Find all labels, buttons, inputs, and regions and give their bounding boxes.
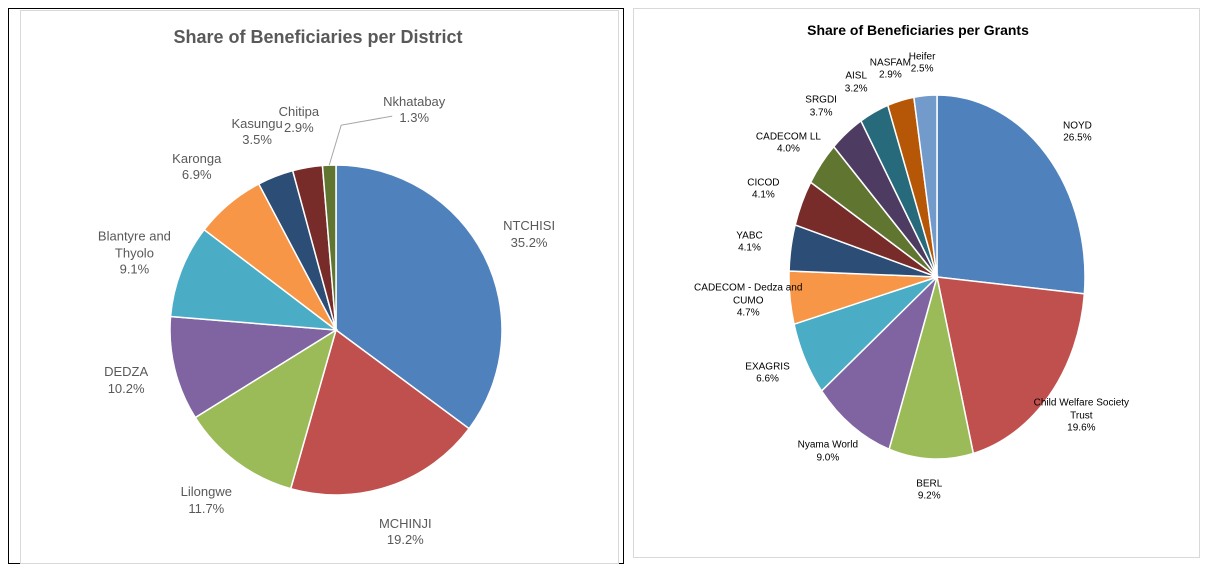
data-label: MCHINJI 19.2% <box>379 515 432 548</box>
category-label: NTCHISI <box>503 218 556 234</box>
data-label: Lilongwe 11.7% <box>181 484 232 517</box>
category-label: Heifer <box>908 51 936 63</box>
category-label: Child Welfare Society Trust <box>1033 397 1130 421</box>
data-label: NOYD 26.5% <box>1063 120 1092 145</box>
value-label: 2.9% <box>284 120 314 136</box>
value-label: 19.6% <box>1067 422 1096 434</box>
value-label: 9.2% <box>917 490 941 502</box>
category-label: AISL <box>845 70 868 82</box>
data-label: AISL 3.2% <box>845 71 868 96</box>
value-label: 1.3% <box>399 110 430 126</box>
pie-slice <box>335 164 503 430</box>
data-label: YABC 4.1% <box>736 230 763 255</box>
pie-slice <box>936 276 1086 455</box>
value-label: 2.5% <box>910 63 934 75</box>
category-label: EXAGRIS <box>745 361 790 373</box>
pie-slice <box>169 228 339 331</box>
category-label: Karonga <box>172 150 222 166</box>
data-label: Kasungu 3.5% <box>231 115 282 148</box>
category-label: NOYD <box>1062 120 1092 132</box>
data-label: CICOD 4.1% <box>747 177 779 202</box>
category-label: Nyama World <box>797 439 859 451</box>
data-label: Blantyre and Thyolo 9.1% <box>79 229 189 278</box>
data-label: Nkhatabay 1.3% <box>383 94 445 127</box>
category-label: MCHINJI <box>378 515 432 531</box>
value-label: 26.5% <box>1063 132 1092 144</box>
chart-title: Share of Beneficiaries per Grants <box>807 22 1029 38</box>
category-label: SRGDI <box>805 94 837 106</box>
value-label: 4.1% <box>738 242 761 254</box>
pie-slice <box>888 276 975 460</box>
pie-slice <box>194 328 338 490</box>
value-label: 6.6% <box>756 373 779 385</box>
value-label: 4.0% <box>777 143 800 155</box>
data-label: NTCHISI 35.2% <box>503 218 555 251</box>
category-label: YABC <box>736 230 763 242</box>
value-label: 10.2% <box>107 380 145 396</box>
data-label: EXAGRIS 6.6% <box>745 361 789 386</box>
value-label: 9.1% <box>119 261 150 277</box>
chart-title: Share of Beneficiaries per District <box>173 27 463 47</box>
value-label: 3.7% <box>809 107 833 119</box>
leader-line <box>328 115 393 166</box>
data-label: DEDZA 10.2% <box>104 364 148 397</box>
data-label: Karonga 6.9% <box>172 151 221 184</box>
data-label: Chitipa 2.9% <box>279 104 319 137</box>
data-label: Child Welfare Society Trust 19.6% <box>1021 397 1141 435</box>
data-label: NASFAM 2.9% <box>870 57 911 82</box>
category-label: Chitipa <box>278 103 320 119</box>
pie-slice <box>289 328 471 496</box>
category-label: NASFAM <box>869 57 911 69</box>
value-label: 2.9% <box>878 69 902 81</box>
data-label: Nyama World 9.0% <box>798 440 858 465</box>
data-label: BERL 9.2% <box>916 478 942 503</box>
pie-slice <box>169 315 339 419</box>
data-label: CADECOM - Dedza and CUMO 4.7% <box>688 283 808 321</box>
value-label: 11.7% <box>188 500 225 516</box>
value-label: 35.2% <box>510 234 548 250</box>
category-label: BERL <box>916 478 943 490</box>
value-label: 4.7% <box>736 307 760 319</box>
category-label: Nkhatabay <box>383 93 446 109</box>
category-label: CADECOM - Dedza and CUMO <box>694 282 803 307</box>
value-label: 6.9% <box>181 167 212 183</box>
value-label: 9.0% <box>816 452 840 464</box>
pie-slice <box>913 94 938 278</box>
value-label: 3.2% <box>844 83 868 95</box>
value-label: 19.2% <box>386 531 424 547</box>
category-label: CICOD <box>747 177 780 189</box>
data-label: Heifer 2.5% <box>909 51 936 76</box>
value-label: 4.1% <box>752 189 775 201</box>
category-label: Kasungu <box>231 115 283 131</box>
pie-slice <box>820 274 939 451</box>
pie-slice <box>936 94 1086 295</box>
category-label: DEDZA <box>104 364 149 380</box>
category-label: Blantyre and Thyolo <box>97 229 171 261</box>
chart-border <box>633 8 1200 558</box>
category-label: CADECOM LL <box>755 131 821 143</box>
data-label: CADECOM LL 4.0% <box>756 131 821 156</box>
value-label: 3.5% <box>242 131 272 147</box>
data-label: SRGDI 3.7% <box>805 95 837 120</box>
category-label: Lilongwe <box>180 484 232 500</box>
